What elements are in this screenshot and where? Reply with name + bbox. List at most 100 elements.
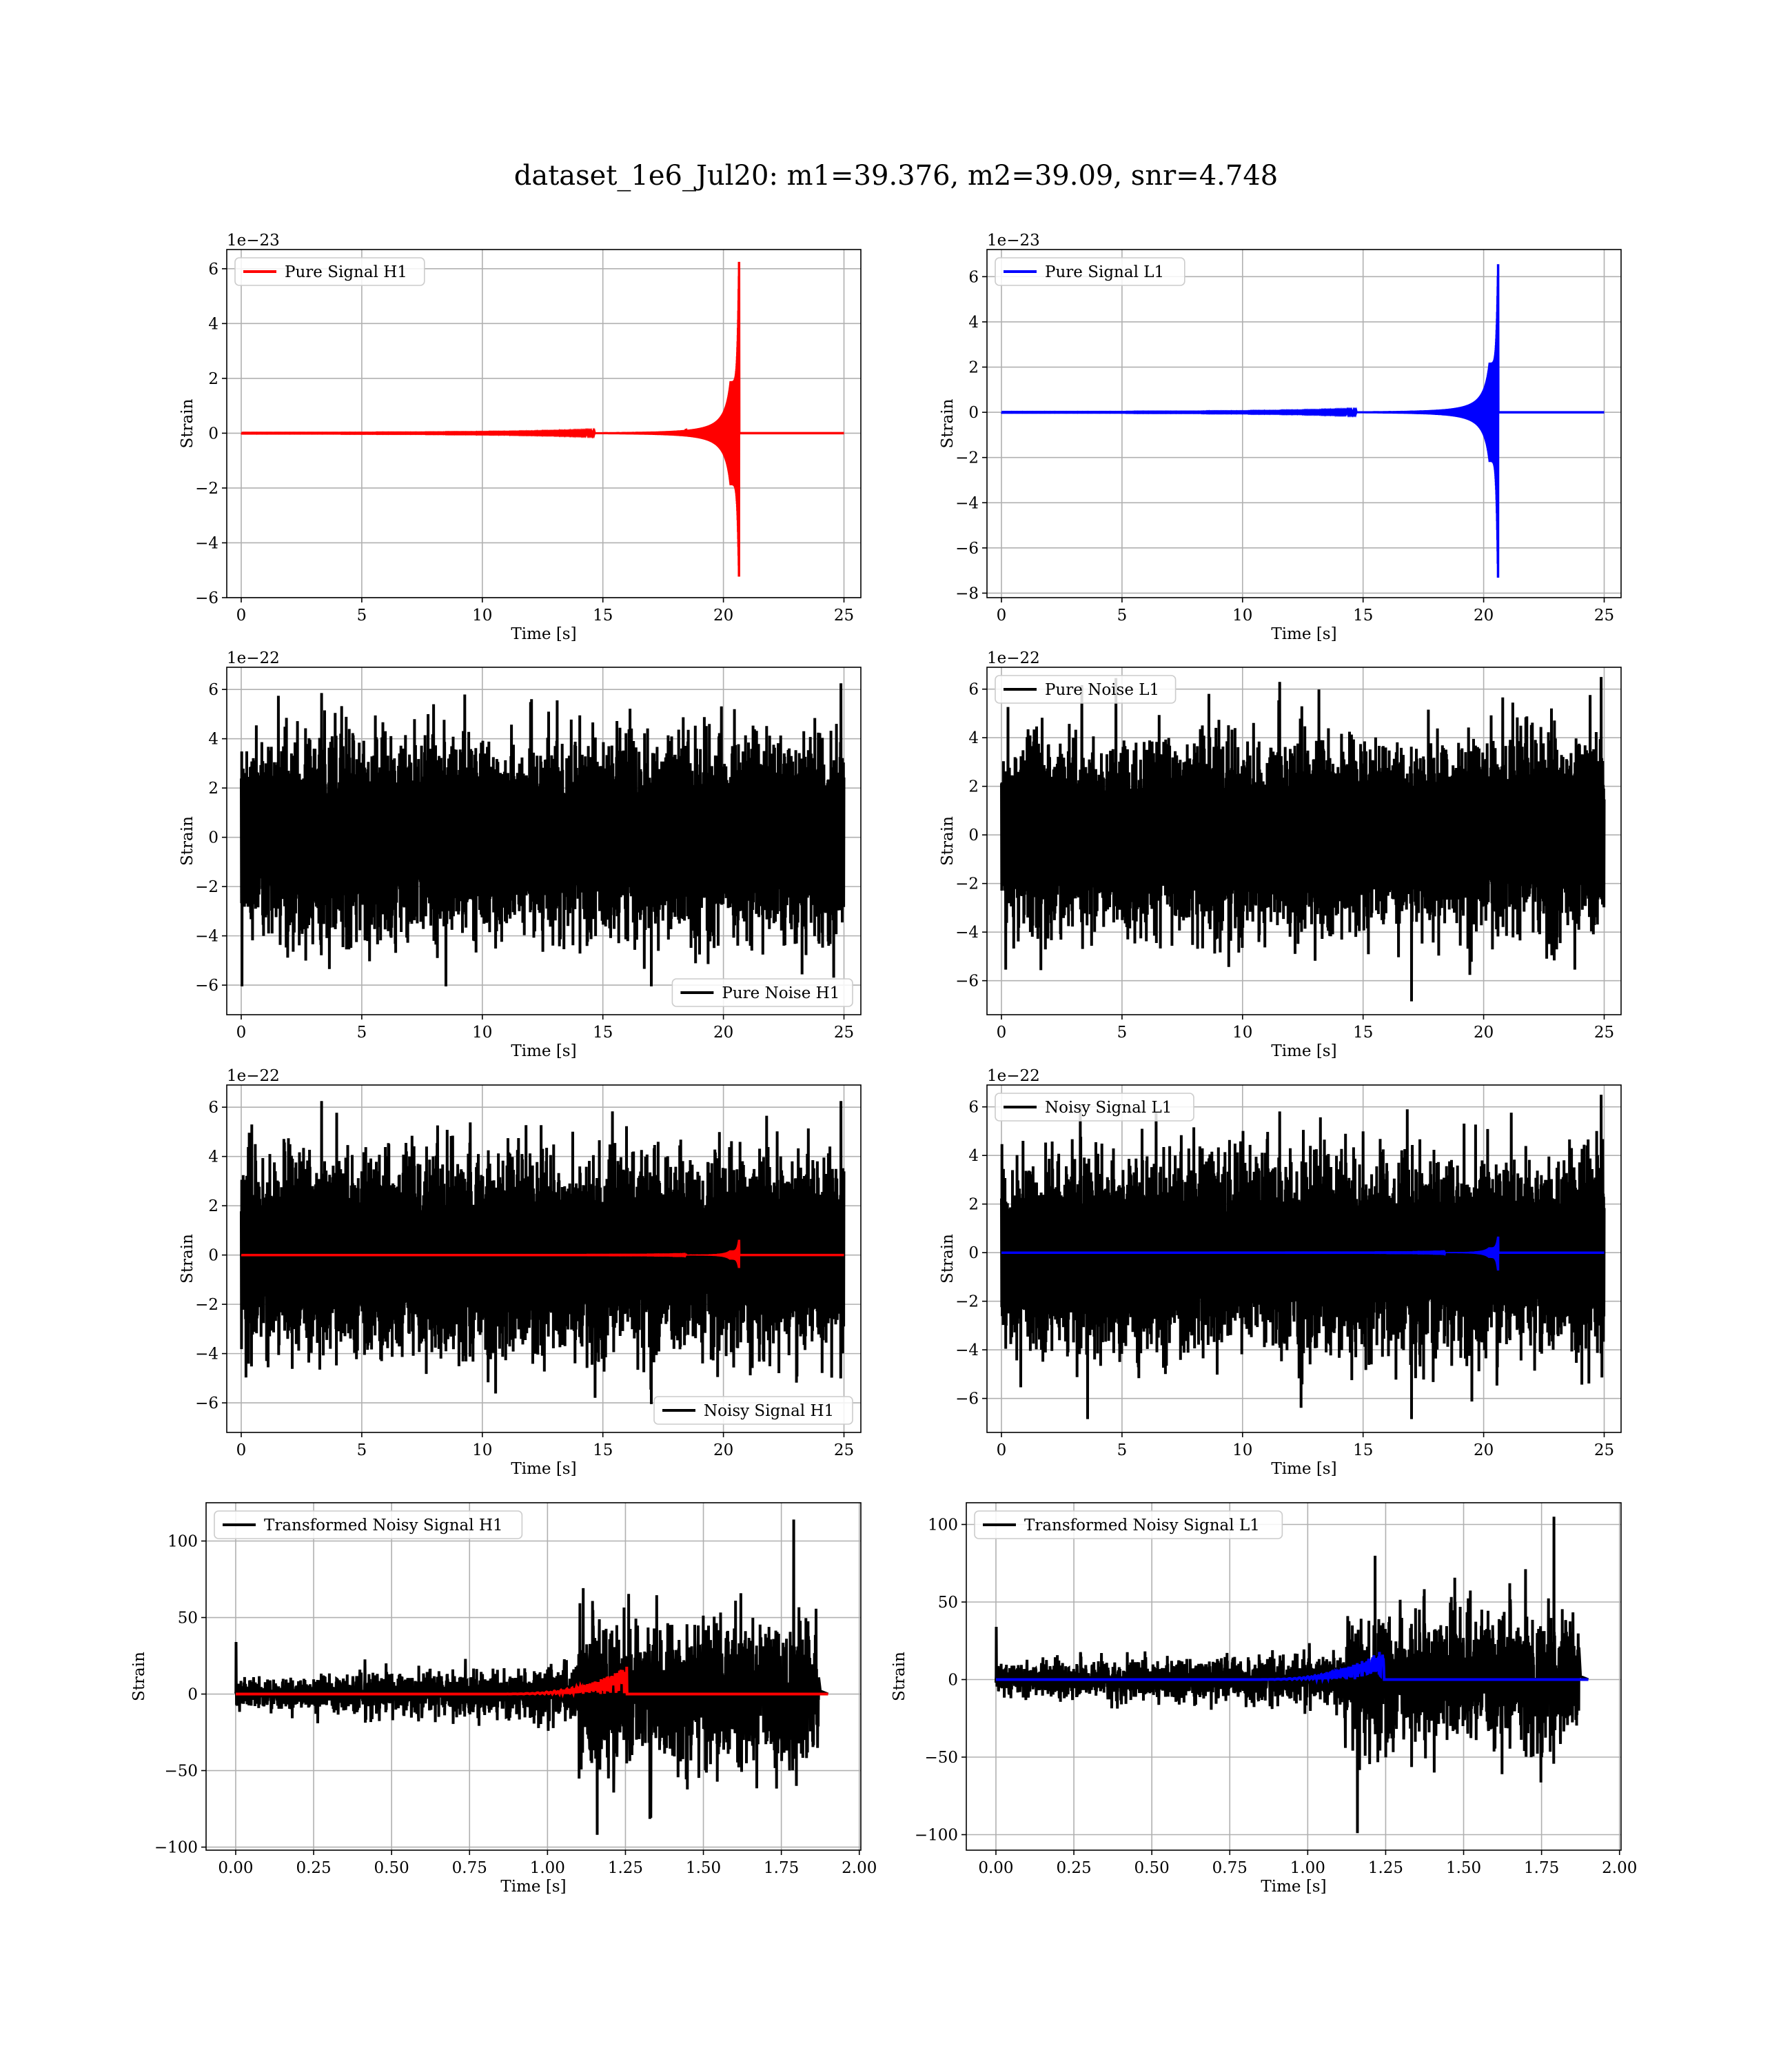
y-tick-label: 6	[208, 1099, 218, 1117]
legend-box	[671, 978, 853, 1007]
figure-title: dataset_1e6_Jul20: m1=39.376, m2=39.09, …	[514, 160, 1278, 192]
axes-frame	[986, 249, 1622, 598]
x-tick-label: 5	[1117, 1441, 1128, 1459]
offset-text: 1e−23	[987, 232, 1040, 250]
x-tick-label: 0	[997, 1441, 1007, 1459]
y-tick-label: 2	[968, 359, 979, 377]
x-tick-label: 5	[1117, 607, 1128, 625]
y-tick-label: −6	[955, 540, 979, 558]
y-tick-label: −6	[195, 977, 218, 995]
y-tick-label: 6	[968, 268, 979, 286]
x-axis-label: Time [s]	[1271, 1460, 1336, 1478]
x-axis-label: Time [s]	[511, 625, 576, 643]
x-tick-label: 10	[1232, 1024, 1252, 1042]
legend: Noisy Signal L1	[995, 1093, 1194, 1122]
x-tick-label: 2.00	[1602, 1859, 1637, 1877]
y-tick-label: −4	[195, 1346, 218, 1364]
x-tick-label: 20	[1474, 1441, 1494, 1459]
legend: Transformed Noisy Signal H1	[214, 1510, 523, 1539]
y-tick-label: −2	[955, 1293, 979, 1311]
legend-label: Noisy Signal L1	[1045, 1099, 1172, 1117]
y-tick-label: −6	[195, 589, 218, 607]
y-tick-label: 0	[208, 425, 218, 443]
x-tick-label: 0	[997, 607, 1007, 625]
plot-area	[1000, 1095, 1606, 1419]
x-tick-label: 10	[472, 1024, 492, 1042]
y-tick-label: 4	[968, 729, 979, 747]
series-line	[240, 1101, 846, 1404]
y-tick-label: 2	[968, 1196, 979, 1214]
series-line	[1000, 264, 1605, 578]
axes-frame	[966, 1502, 1622, 1851]
y-tick-label: 6	[968, 1099, 979, 1117]
y-axis-label: Strain	[179, 398, 196, 448]
y-tick-label: −2	[195, 1296, 218, 1314]
plot-area	[1000, 264, 1605, 578]
y-tick-label: 100	[928, 1517, 958, 1534]
x-tick-label: 0.75	[1212, 1859, 1248, 1877]
plot-area	[241, 261, 844, 577]
axes-frame	[226, 667, 862, 1015]
x-tick-label: 10	[472, 1441, 492, 1459]
subplot-noisy-signal-l1: 0 5 10 15 20 25 −6 −4 −2 0 2 4 6 Time [s] Strain 1e−22 N…	[939, 1067, 1622, 1478]
y-axis-label: Strain	[179, 816, 196, 866]
x-tick-label: 10	[1232, 607, 1252, 625]
x-tick-label: 20	[1474, 607, 1494, 625]
y-tick-label: −2	[195, 878, 218, 896]
y-tick-label: −8	[955, 585, 979, 602]
offset-text: 1e−22	[987, 1067, 1040, 1085]
y-tick-label: −4	[955, 1341, 979, 1359]
x-tick-label: 15	[1353, 1024, 1373, 1042]
series-line	[995, 1517, 1589, 1834]
x-tick-label: 15	[593, 1024, 613, 1042]
y-tick-label: 50	[178, 1610, 198, 1628]
legend-label: Pure Noise L1	[1045, 681, 1159, 699]
y-tick-label: 4	[968, 1147, 979, 1165]
x-tick-label: 1.25	[608, 1859, 643, 1877]
x-tick-label: 25	[834, 607, 854, 625]
y-tick-label: 2	[208, 370, 218, 388]
legend-label: Pure Signal H1	[285, 263, 407, 281]
y-tick-label: 0	[187, 1686, 198, 1704]
x-axis-label: Time [s]	[511, 1460, 576, 1478]
series-line	[236, 1666, 828, 1699]
y-axis-label: Strain	[130, 1652, 148, 1701]
y-tick-label: −2	[955, 875, 979, 893]
x-tick-label: 1.75	[1524, 1859, 1559, 1877]
y-tick-label: 2	[208, 780, 218, 798]
x-tick-label: 2.00	[842, 1859, 877, 1877]
x-tick-label: 0.50	[1134, 1859, 1170, 1877]
legend-label: Pure Signal L1	[1045, 263, 1164, 281]
offset-text: 1e−22	[227, 649, 280, 667]
x-tick-label: 1.00	[530, 1859, 565, 1877]
series-line	[1001, 1236, 1605, 1271]
y-tick-label: 0	[208, 1247, 218, 1265]
y-tick-label: 0	[208, 829, 218, 847]
legend-label: Transformed Noisy Signal L1	[1024, 1517, 1260, 1534]
y-tick-label: −2	[195, 480, 218, 498]
y-tick-label: −4	[955, 494, 979, 512]
y-tick-label: 100	[167, 1533, 198, 1551]
y-tick-label: 4	[208, 731, 218, 749]
legend: Pure Noise H1	[671, 978, 853, 1007]
x-tick-label: 0	[236, 1441, 247, 1459]
series-line	[240, 683, 846, 986]
x-tick-label: 25	[1594, 1441, 1614, 1459]
subplot-noisy-signal-h1: 0 5 10 15 20 25 −6 −4 −2 0 2 4 6 Time [s] Strain 1e−22 N…	[179, 1067, 862, 1478]
y-tick-label: 4	[968, 314, 979, 332]
legend-box	[234, 257, 425, 286]
plot-area	[234, 1519, 829, 1835]
offset-text: 1e−23	[227, 232, 280, 250]
subplot-pure-noise-l1: 0 5 10 15 20 25 −6 −4 −2 0 2 4 6 Time [s] Strain 1e−22 P…	[939, 649, 1622, 1060]
x-tick-label: 0.25	[296, 1859, 331, 1877]
series-line	[1000, 677, 1606, 1002]
x-tick-label: 0.00	[218, 1859, 253, 1877]
series-line	[241, 261, 844, 577]
y-tick-label: −100	[915, 1827, 958, 1845]
y-tick-label: 0	[968, 827, 979, 844]
x-tick-label: 1.25	[1368, 1859, 1403, 1877]
x-tick-label: 15	[593, 1441, 613, 1459]
x-axis-label: Time [s]	[500, 1878, 566, 1896]
